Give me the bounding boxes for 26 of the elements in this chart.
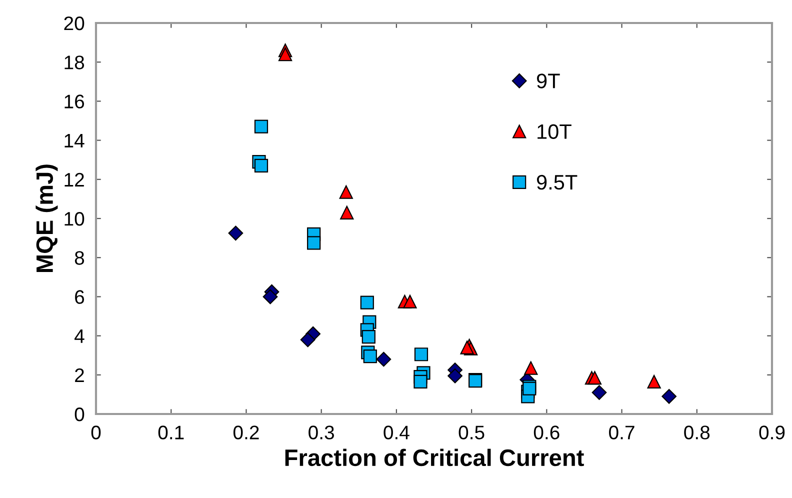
x-tick-label: 0.7 <box>609 426 634 440</box>
x-tick-label: 0.9 <box>759 426 785 440</box>
legend-label: 10T <box>538 124 572 140</box>
y-tick-label: 10 <box>64 212 84 226</box>
legend-label: 9.5T <box>536 174 578 190</box>
x-tick-label: 0.5 <box>458 426 484 440</box>
y-tick-label: 20 <box>64 16 84 30</box>
x-tick-label: 0.8 <box>684 426 710 440</box>
y-tick-label: 0 <box>74 407 84 422</box>
y-tick-label: 16 <box>64 94 84 108</box>
x-tick-label: 0.4 <box>384 426 410 440</box>
y-tick-label: 4 <box>74 329 84 343</box>
y-tick-label: 2 <box>75 368 84 382</box>
x-tick-label: 0.6 <box>534 426 560 440</box>
x-tick-label: 0.2 <box>233 426 259 440</box>
y-tick-label: 18 <box>64 56 84 70</box>
y-tick-label: 14 <box>64 134 84 148</box>
y-tick-label: 8 <box>74 251 84 265</box>
x-tick-label: 0 <box>91 426 101 440</box>
y-axis-title: MQE (mJ) <box>36 164 58 272</box>
x-tick-label: 0.1 <box>158 426 184 440</box>
legend-label: 9T <box>536 74 560 88</box>
x-axis-title: Fraction of Critical Current <box>285 448 584 466</box>
y-tick-label: 12 <box>64 172 84 186</box>
y-tick-label: 6 <box>75 290 84 304</box>
x-tick-label: 0.3 <box>308 426 334 440</box>
